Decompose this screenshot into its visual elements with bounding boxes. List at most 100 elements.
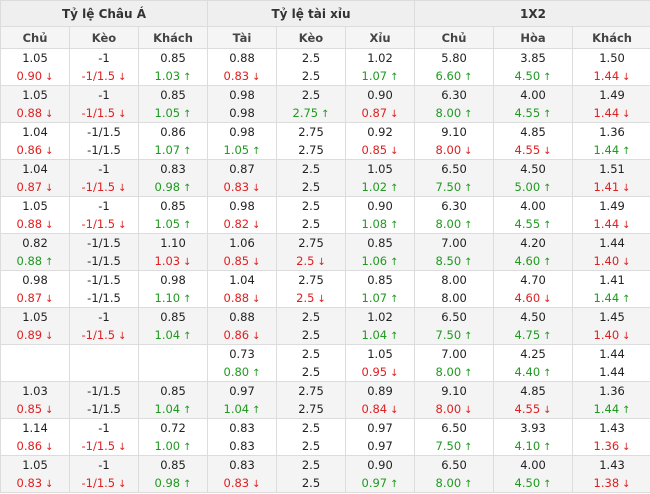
odds-value: 0.86 bbox=[160, 125, 186, 139]
opening-odds: 6.50 bbox=[415, 160, 493, 178]
live-odds: 1.44 bbox=[573, 363, 650, 381]
odds-cell-asia-line: -1-1/1.5↓ bbox=[70, 419, 139, 456]
odds-value: 1.02 bbox=[367, 310, 393, 324]
live-odds: 1.07↑ bbox=[346, 67, 414, 85]
live-odds: 1.40↓ bbox=[573, 252, 650, 270]
opening-odds: 1.05 bbox=[1, 197, 69, 215]
arrow-down-icon: ↓ bbox=[252, 257, 260, 268]
live-odds bbox=[70, 363, 138, 381]
live-odds: 0.86↓ bbox=[208, 326, 276, 344]
arrow-down-icon: ↓ bbox=[252, 331, 260, 342]
odds-value: 0.85 bbox=[160, 458, 186, 472]
opening-odds: 1.44 bbox=[573, 234, 650, 252]
header-over-under: Tỷ lệ tài xỉu bbox=[208, 1, 415, 27]
opening-odds: 6.30 bbox=[415, 197, 493, 215]
odds-value: 0.87 bbox=[229, 162, 255, 176]
odds-value: 1.05 bbox=[22, 199, 48, 213]
opening-odds: -1 bbox=[70, 308, 138, 326]
arrow-down-icon: ↓ bbox=[252, 183, 260, 194]
opening-odds: 1.10 bbox=[139, 234, 207, 252]
live-odds: 4.55↓ bbox=[494, 141, 572, 159]
odds-value: 2.5 bbox=[302, 217, 320, 231]
odds-value: 7.50 bbox=[436, 439, 462, 453]
odds-cell-asia-line: -1-1/1.5↓ bbox=[70, 86, 139, 123]
arrow-up-icon: ↑ bbox=[464, 479, 472, 490]
live-odds: 1.02↑ bbox=[346, 178, 414, 196]
arrow-up-icon: ↑ bbox=[464, 220, 472, 231]
opening-odds: 2.5 bbox=[277, 419, 345, 437]
odds-value: 2.5 bbox=[296, 254, 314, 268]
odds-cell-asia-line: -1-1/1.5↓ bbox=[70, 49, 139, 86]
odds-value: 0.85 bbox=[362, 143, 388, 157]
odds-value: 6.30 bbox=[441, 88, 467, 102]
arrow-down-icon: ↓ bbox=[390, 146, 398, 157]
odds-value: 0.88 bbox=[17, 217, 43, 231]
arrow-up-icon: ↑ bbox=[183, 72, 191, 83]
opening-odds: 0.85 bbox=[139, 308, 207, 326]
odds-value: 4.00 bbox=[520, 88, 546, 102]
live-odds: 8.00↑ bbox=[415, 104, 493, 122]
arrow-up-icon: ↑ bbox=[183, 109, 191, 120]
odds-value: 2.5 bbox=[302, 458, 320, 472]
col-header-1x2-away: Khách bbox=[573, 27, 650, 49]
odds-value: 1.06 bbox=[229, 236, 255, 250]
odds-value: 0.87 bbox=[17, 291, 43, 305]
odds-value: 0.97 bbox=[362, 476, 388, 490]
odds-value: -1/1.5 bbox=[81, 476, 115, 490]
live-odds: 0.90↓ bbox=[1, 67, 69, 85]
odds-value: 4.70 bbox=[520, 273, 546, 287]
arrow-down-icon: ↓ bbox=[118, 331, 126, 342]
odds-value: 6.60 bbox=[436, 69, 462, 83]
odds-value: 6.50 bbox=[441, 458, 467, 472]
opening-odds: 2.75 bbox=[277, 123, 345, 141]
arrow-down-icon: ↓ bbox=[45, 294, 53, 305]
odds-value: 1.40 bbox=[594, 254, 620, 268]
odds-value: 4.00 bbox=[520, 199, 546, 213]
opening-odds: 2.5 bbox=[277, 345, 345, 363]
odds-value: 0.88 bbox=[229, 51, 255, 65]
live-odds: -1/1.5↓ bbox=[70, 178, 138, 196]
arrow-up-icon: ↑ bbox=[183, 183, 191, 194]
odds-value: 1.10 bbox=[160, 236, 186, 250]
arrow-up-icon: ↑ bbox=[390, 220, 398, 231]
arrow-down-icon: ↓ bbox=[464, 405, 472, 416]
live-odds: 4.60↓ bbox=[494, 289, 572, 307]
arrow-up-icon: ↑ bbox=[252, 405, 260, 416]
odds-value: 0.83 bbox=[224, 180, 250, 194]
odds-value: 8.00 bbox=[441, 273, 467, 287]
opening-odds: 1.44 bbox=[573, 345, 650, 363]
odds-value: 1.04 bbox=[22, 125, 48, 139]
odds-value: 4.55 bbox=[515, 217, 541, 231]
odds-value: 8.00 bbox=[436, 365, 462, 379]
arrow-up-icon: ↑ bbox=[543, 257, 551, 268]
odds-value: 0.85 bbox=[160, 384, 186, 398]
arrow-up-icon: ↑ bbox=[464, 109, 472, 120]
odds-value: 5.80 bbox=[441, 51, 467, 65]
arrow-up-icon: ↑ bbox=[183, 331, 191, 342]
odds-value: 0.89 bbox=[367, 384, 393, 398]
odds-value: 7.00 bbox=[441, 236, 467, 250]
odds-value: 0.97 bbox=[229, 384, 255, 398]
